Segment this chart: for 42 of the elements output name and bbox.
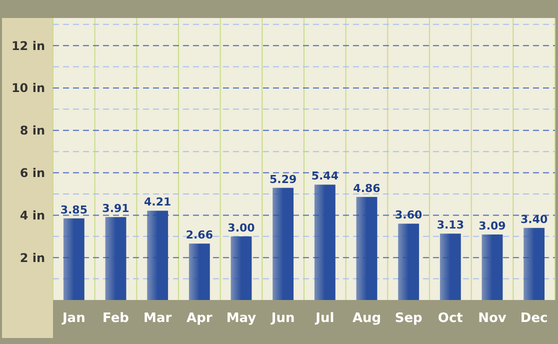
data-label: 3.09	[478, 219, 506, 232]
x-tick-label: May	[226, 311, 257, 326]
y-tick-label: 8 in	[20, 124, 45, 138]
data-label: 5.44	[311, 170, 339, 183]
bar	[147, 210, 168, 300]
bar	[314, 184, 336, 300]
y-tick-label: 10 in	[11, 81, 45, 96]
data-label: 3.13	[436, 218, 464, 232]
x-tick-label: Jun	[270, 311, 295, 326]
bar	[524, 228, 545, 300]
x-tick-label: Sep	[394, 311, 422, 326]
x-tick-label: Dec	[520, 311, 548, 326]
data-label: 3.91	[102, 202, 130, 216]
data-label: 4.86	[353, 182, 381, 195]
x-tick-label: Aug	[352, 311, 382, 326]
y-tick-label: 12 in	[11, 38, 45, 53]
y-tick-label: 4 in	[20, 208, 45, 222]
x-tick-label: Jan	[61, 311, 86, 326]
x-tick-label: Mar	[144, 311, 172, 326]
data-label: 5.29	[270, 172, 297, 186]
bar	[105, 217, 126, 300]
bar	[63, 218, 84, 300]
bar	[440, 234, 461, 300]
bar	[230, 236, 252, 300]
data-label: 4.21	[144, 196, 172, 209]
data-label: 3.60	[395, 208, 422, 222]
x-tick-label: Feb	[102, 311, 129, 326]
x-tick-label: Apr	[186, 311, 213, 326]
y-tick-label: 6 in	[20, 166, 45, 180]
bar	[356, 196, 378, 300]
data-label: 3.85	[60, 203, 88, 216]
y-tick-label: 2 in	[20, 250, 45, 265]
bar	[188, 244, 210, 300]
data-label: 3.40	[520, 212, 548, 226]
x-tick-label: Oct	[438, 311, 463, 326]
x-tick-label: Nov	[478, 311, 507, 326]
data-label: 2.66	[186, 228, 214, 242]
bar	[398, 224, 420, 300]
bar	[272, 188, 294, 300]
bar	[482, 234, 503, 300]
x-tick-label: Jul	[314, 311, 334, 326]
data-label: 3.00	[228, 221, 256, 234]
